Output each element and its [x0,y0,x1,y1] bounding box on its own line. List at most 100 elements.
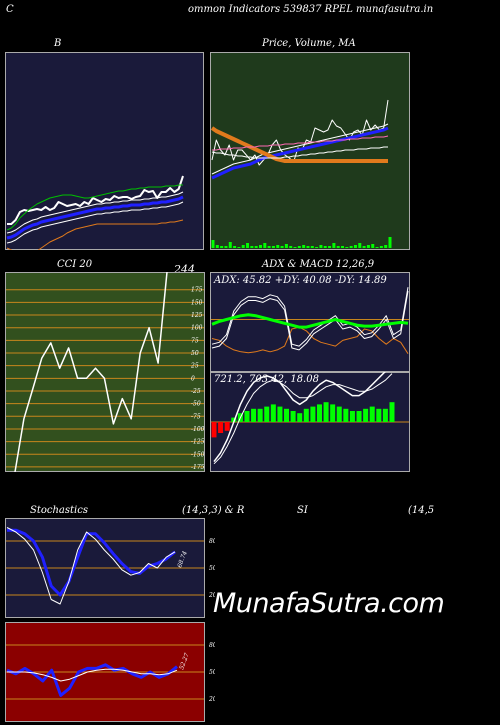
volume-bar [341,246,345,248]
macd-histogram-bar [277,406,283,422]
price-chart [210,52,410,250]
adx-panel: ADX: 45.82 +DY: 40.08 -DY: 14.89 [210,272,410,372]
cci-tick-label: -25 [191,388,201,395]
macd-histogram-bar [270,404,276,422]
volume-bar [250,246,254,248]
volume-bar [271,246,275,248]
macd-histogram-bar [310,406,316,422]
volume-bar [241,245,245,248]
rsi-params: (14,5 [408,505,435,516]
rsi-tick-label: 80 [209,642,215,649]
rsi-line [6,663,178,697]
volume-bar [302,245,306,248]
volume-bar [228,242,232,248]
volume-bar [258,245,262,248]
volume-bar [388,237,392,248]
volume-bar [379,246,383,248]
volume-bar [211,240,215,248]
rsi-title: SI [297,505,308,516]
stoch-tick-label: 20 [208,592,215,599]
cci-panel: 175 150 125 100 75 50 25 0 -25 -50 -75 -100 -125 -150… [5,272,215,472]
macd-histogram-bar [231,417,237,422]
volume-bar [384,245,388,248]
macd-histogram-bar [336,406,342,422]
page-title: ommon Indicators 539837 RPEL munafasutra… [188,4,434,15]
cci-tick-label: 100 [191,325,203,332]
adx-macd-title: ADX & MACD 12,26,9 [262,259,375,270]
macd-histogram-bar [349,411,355,422]
macd-histogram-bar [356,411,362,422]
volume-bar [345,247,349,248]
volume-bar [323,246,327,248]
macd-histogram-bar [316,404,322,422]
volume-bar [224,246,228,248]
macd-histogram-bar [323,402,329,422]
volume-bar [293,247,297,248]
corner-letter-left: C [6,4,14,15]
bollinger-series-0 [7,175,184,225]
bollinger-panel [5,52,204,250]
price-series-4 [212,135,389,151]
macd-histogram-bar [369,406,375,422]
macd-chart [210,372,410,472]
macd-panel: 721.2, 703.42, 18.08 [210,372,410,472]
cci-tick-label: 175 [191,287,203,294]
rsi-tick-label: 50 [209,669,215,676]
volume-bar [353,245,357,248]
volume-bar [233,246,237,248]
volume-bar [328,246,332,248]
bollinger-series-2 [6,184,183,231]
adx-label: ADX: 45.82 +DY: 40.08 -DY: 14.89 [214,275,387,286]
macd-signal-line [213,373,393,465]
price-title: Price, Volume, MA [262,38,356,49]
volume-bar [297,246,301,248]
stoch-tick-label: 80 [209,538,215,545]
rsi-panel: 80502052.27 [5,622,215,722]
volume-bar [246,243,250,248]
macd-histogram-bar [297,413,303,422]
price-ma-blue [211,126,389,180]
cci-tick-label: 50 [191,350,199,357]
stoch-k-line [6,527,176,605]
cci-line [14,272,168,472]
volume-bar [371,244,375,248]
macd-histogram-bar [382,408,388,422]
bollinger-lower-edge [6,201,184,244]
stoch-chart: 80502068.74 [5,518,215,618]
macd-histogram-bar [376,408,382,422]
cci-tick-label: -125 [191,439,205,446]
volume-bar [362,246,366,248]
volume-bar [366,245,370,248]
bollinger-title: B [54,38,62,49]
panel-frame [210,272,410,372]
macd-histogram-bar [389,402,395,422]
macd-histogram-bar [264,406,270,422]
volume-bar [332,243,336,248]
stoch-panel: 80502068.74 [5,518,215,618]
cci-tick-label: -50 [191,401,201,408]
volume-bar [284,244,288,248]
panel-frame [210,52,410,250]
macd-histogram-bar [363,408,369,422]
volume-bar [263,243,267,248]
macd-histogram-bar [224,422,230,431]
cci-tick-label: 75 [191,337,199,344]
stoch-d-line [7,528,176,597]
macd-line [213,372,386,463]
cci-tick-label: -150 [191,451,205,458]
adx-chart [210,272,410,372]
cci-tick-label: 150 [191,299,203,306]
macd-histogram-bar [303,408,309,422]
cci-chart: 175 150 125 100 75 50 25 0 -25 -50 -75 -100 -125 -150… [5,272,205,472]
macd-label: 721.2, 703.42, 18.08 [214,374,319,385]
macd-histogram-bar [343,408,349,422]
price-series-3 [211,146,388,159]
cci-tick-label: 25 [190,363,199,370]
volume-bar [289,246,293,248]
plus-di-shadow [211,287,409,347]
cci-tick-label: -175 [191,464,205,471]
bollinger-upper-edge [6,191,184,234]
volume-bar [336,246,340,248]
volume-bar [276,245,280,248]
bollinger-series-3 [6,219,184,250]
